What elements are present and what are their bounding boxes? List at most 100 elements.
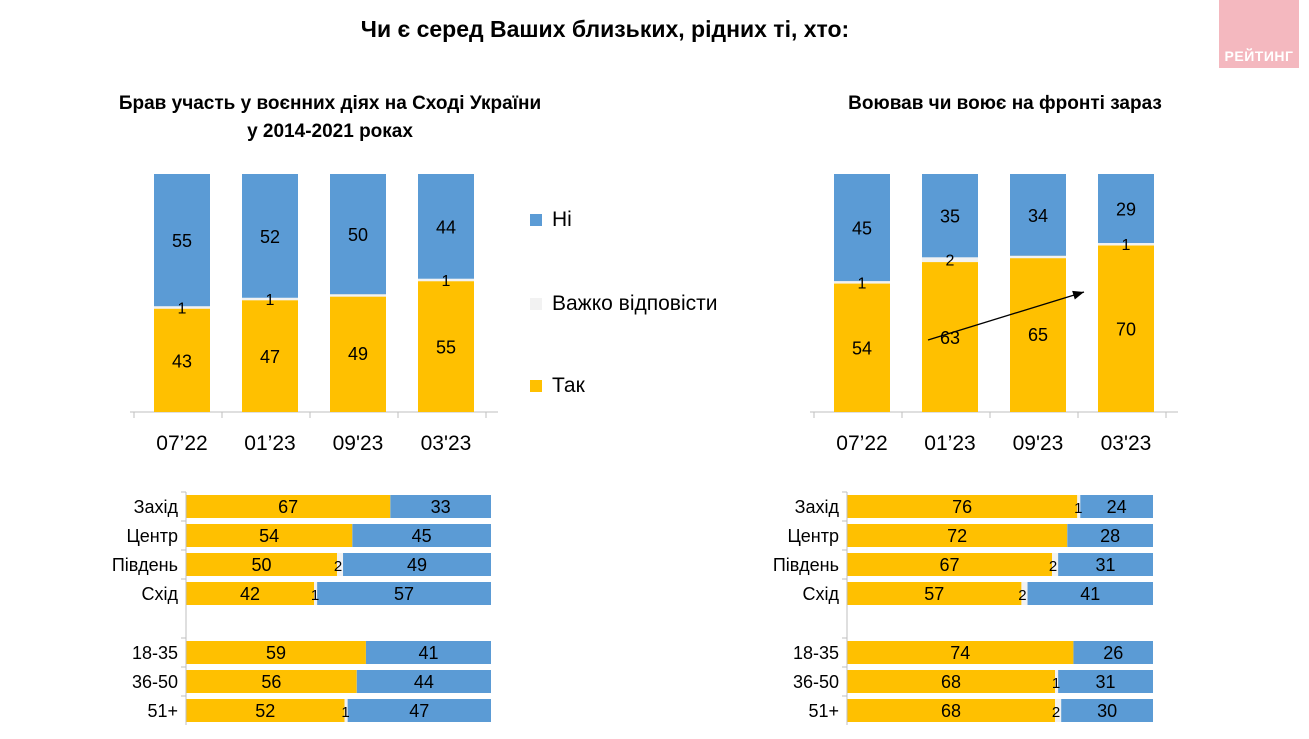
right-hbar-category-label: 36-50 [793,672,839,692]
left-hbar-category-label: Південь [112,555,178,575]
left-chart-title: Брав участь у воєнних діях на Сході Укра… [40,90,620,146]
right-hbar-label-no: 30 [1097,701,1117,721]
left-hbar-bar-no [352,524,491,547]
left-hbar-label-yes: 59 [266,643,286,663]
left-hbar-bar-hard [344,699,348,722]
right-hbar-category-label: 18-35 [793,643,839,663]
legend-item-no: Ні [530,208,572,232]
right-hbar-category-label: 51+ [808,701,839,721]
brand-logo: РЕЙТИНГ [1219,0,1299,68]
right-hbar-bar-hard [1052,553,1059,576]
left-chart-label-yes: 43 [172,351,192,371]
left-hbar-bar-no [317,582,491,605]
left-hbar-label-yes: 56 [261,672,281,692]
left-hbar-label-no: 33 [431,497,451,517]
left-chart-bar-hard [242,297,298,301]
left-chart-bar-no [154,174,210,307]
left-hbar-label-hard: 2 [334,558,342,575]
left-chart-title-line2: у 2014-2021 роках [247,121,413,142]
left-hbar-label-no: 44 [414,672,434,692]
right-hbar-bar-yes [847,495,1078,518]
left-hbar-bar-no [390,495,491,518]
right-hbar-label-hard: 2 [1049,558,1057,575]
right-chart-category-label: 09'23 [1013,432,1064,455]
right-hbar-bar-no [1058,553,1153,576]
left-hbar-label-no: 41 [418,643,438,663]
right-hbar-bar-no [1027,582,1153,605]
right-chart-label-yes: 54 [852,339,872,359]
left-hbar-label-yes: 50 [251,555,271,575]
right-hbar-label-yes: 57 [924,584,944,604]
right-hbar-bar-hard [1021,582,1028,605]
right-hbar-bar-yes [847,553,1053,576]
right-hbar-bar-yes [847,641,1074,664]
right-chart-bar-yes [1098,245,1154,412]
left-hbar-label-yes: 67 [278,497,298,517]
left-hbar-label-yes: 52 [255,701,275,721]
left-chart-bar-hard [418,278,474,282]
left-hbar-bar-yes [186,524,353,547]
left-chart-bar-yes [330,294,386,412]
right-hbar-category-label: Південь [773,555,839,575]
right-hbar-label-yes: 76 [952,497,972,517]
left-hbar-label-hard: 1 [341,704,349,721]
right-hbar-label-hard: 1 [1052,675,1060,692]
left-chart-bar-hard [330,294,386,297]
left-hbar-bar-hard [336,553,344,576]
right-hbar-label-no: 31 [1096,672,1116,692]
left-chart-label-no: 52 [260,227,280,247]
left-chart-category-label: 09'23 [333,432,384,455]
left-hbar-bar-hard [314,582,318,605]
left-hbar-label-yes: 42 [240,584,260,604]
right-hbar-label-no: 24 [1107,497,1127,517]
right-hbar-label-hard: 2 [1052,704,1060,721]
left-chart-category-label: 03'23 [421,432,472,455]
left-hbar-category-label: Захід [134,497,179,517]
legend-item-hard: Важко відповісти [530,292,717,316]
left-chart-bar-yes [154,308,210,412]
left-hbar-label-no: 57 [394,584,414,604]
right-hbar-bar-yes [847,699,1056,722]
right-chart-label-yes: 70 [1116,320,1136,340]
right-chart-bar-yes [1010,255,1066,412]
legend-swatch-yes [530,380,542,392]
left-horizontal-bar-chart: 67 33 Захід 54 45 Центр 50 2 49 Південь 42 1 57 Схід 5… [112,491,491,725]
legend-label-hard: Важко відповісти [552,292,718,315]
right-hbar-bar-yes [847,582,1022,605]
left-hbar-label-hard: 1 [311,587,319,604]
left-chart-category-label: 01’23 [244,432,295,455]
right-chart-trend-arrow-line [927,291,1085,341]
left-hbar-label-no: 47 [409,701,429,721]
right-chart-label-no: 45 [852,219,872,239]
left-chart-label-no: 55 [172,231,192,251]
left-hbar-bar-yes [186,641,366,664]
right-hbar-bar-no [1067,524,1153,547]
right-hbar-category-label: Захід [795,497,840,517]
right-stacked-bar-chart: 54 45 1 07’22 63 35 2 01’23 65 34 09'23 70 29 1 03'23 [810,174,1178,455]
right-hbar-bar-hard [1055,699,1062,722]
left-chart-title-line1: Брав участь у воєнних діях на Сході Укра… [118,93,542,114]
right-hbar-label-no: 26 [1103,643,1123,663]
left-hbar-bar-no [343,553,491,576]
right-chart-bar-hard [922,257,978,263]
left-hbar-label-no: 49 [407,555,427,575]
right-hbar-bar-yes [847,670,1056,693]
right-chart-label-no: 35 [940,207,960,227]
right-hbar-label-yes: 72 [947,526,967,546]
left-hbar-category-label: Центр [126,526,178,546]
left-hbar-bar-yes [186,495,391,518]
left-chart-bar-no [330,174,386,295]
right-chart-bar-no [1010,174,1066,256]
left-hbar-bar-no [356,670,491,693]
right-hbar-bar-no [1061,699,1153,722]
right-hbar-label-yes: 68 [941,701,961,721]
legend-swatch-no [530,214,542,226]
legend-item-yes: Так [530,374,585,398]
legend-swatch-hard [530,298,542,310]
left-hbar-bar-no [365,641,491,664]
left-chart-bar-no [418,174,474,279]
right-hbar-bar-hard [1077,495,1081,518]
right-horizontal-bar-chart: 76 1 24 Захід 72 28 Центр 67 2 31 Південь 57 2 41 Схід… [773,491,1153,725]
right-hbar-label-no: 41 [1080,584,1100,604]
right-chart-bar-hard [1098,243,1154,246]
